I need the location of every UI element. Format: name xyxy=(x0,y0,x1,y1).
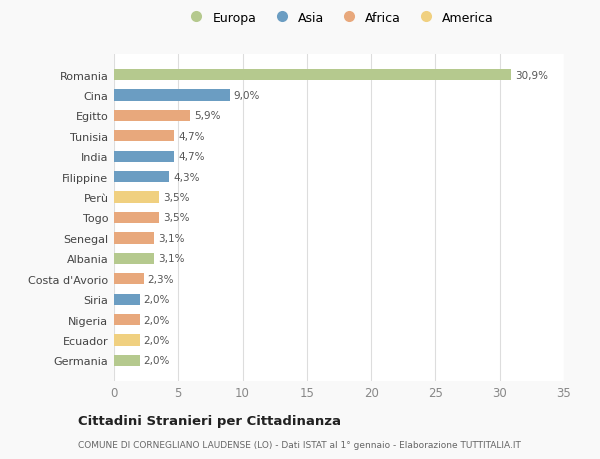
Text: 3,1%: 3,1% xyxy=(158,254,184,264)
Text: 2,0%: 2,0% xyxy=(143,356,170,365)
Text: 2,0%: 2,0% xyxy=(143,315,170,325)
Bar xyxy=(114,253,154,264)
Bar xyxy=(114,213,159,224)
Text: 2,3%: 2,3% xyxy=(148,274,174,284)
Bar xyxy=(114,294,140,305)
Text: COMUNE DI CORNEGLIANO LAUDENSE (LO) - Dati ISTAT al 1° gennaio - Elaborazione TU: COMUNE DI CORNEGLIANO LAUDENSE (LO) - Da… xyxy=(78,441,521,449)
Text: 3,1%: 3,1% xyxy=(158,233,184,243)
Bar xyxy=(114,131,175,142)
Bar xyxy=(114,151,175,162)
Text: 2,0%: 2,0% xyxy=(143,295,170,304)
Legend: Europa, Asia, Africa, America: Europa, Asia, Africa, America xyxy=(181,9,497,27)
Bar xyxy=(114,274,143,285)
Bar xyxy=(114,192,159,203)
Text: 9,0%: 9,0% xyxy=(233,91,260,101)
Text: 30,9%: 30,9% xyxy=(515,71,548,80)
Text: 3,5%: 3,5% xyxy=(163,213,190,223)
Bar xyxy=(114,233,154,244)
Bar xyxy=(114,355,140,366)
Text: 5,9%: 5,9% xyxy=(194,111,220,121)
Bar xyxy=(114,90,230,101)
Bar xyxy=(114,172,169,183)
Text: 4,7%: 4,7% xyxy=(178,152,205,162)
Bar xyxy=(114,335,140,346)
Text: Cittadini Stranieri per Cittadinanza: Cittadini Stranieri per Cittadinanza xyxy=(78,414,341,428)
Text: 4,3%: 4,3% xyxy=(173,172,200,182)
Bar xyxy=(114,111,190,122)
Text: 4,7%: 4,7% xyxy=(178,132,205,141)
Bar xyxy=(114,70,511,81)
Text: 3,5%: 3,5% xyxy=(163,193,190,203)
Text: 2,0%: 2,0% xyxy=(143,335,170,345)
Bar xyxy=(114,314,140,325)
